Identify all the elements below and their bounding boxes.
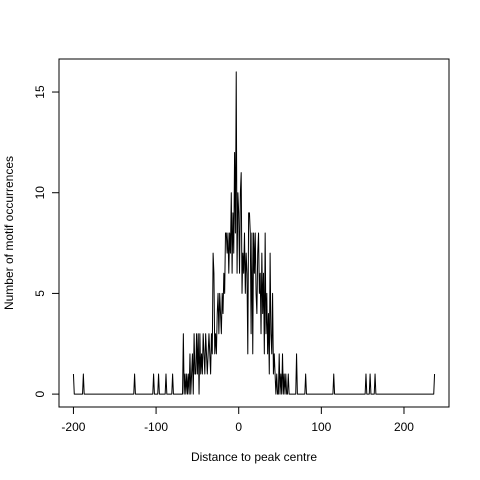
x-tick-label: 200 (394, 420, 414, 434)
x-axis-label: Distance to peak centre (191, 450, 317, 464)
y-axis-label: Number of motif occurrences (2, 156, 16, 310)
x-tick-label: 100 (311, 420, 331, 434)
y-tick-label: 0 (33, 390, 47, 397)
y-tick-label: 5 (33, 290, 47, 297)
x-tick-label: -200 (61, 420, 85, 434)
y-tick-label: 10 (33, 186, 47, 200)
y-tick-label: 15 (33, 85, 47, 99)
data-line (72, 71, 436, 395)
x-tick-label: -100 (144, 420, 168, 434)
x-tick-label: 0 (235, 420, 242, 434)
